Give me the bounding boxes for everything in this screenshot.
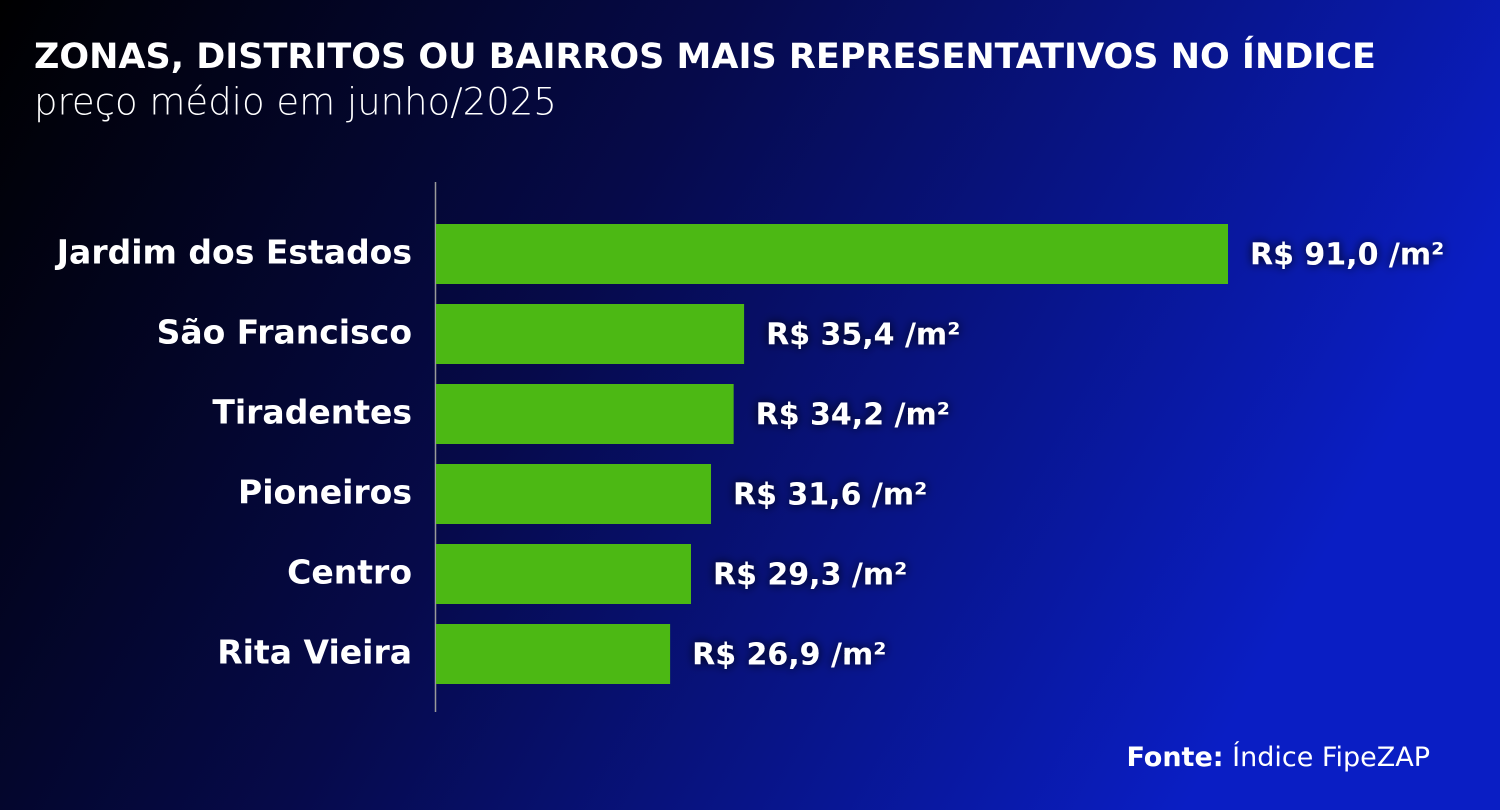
bar	[436, 384, 734, 444]
chart-title: ZONAS, DISTRITOS OU BAIRROS MAIS REPRESE…	[34, 35, 1376, 77]
bar	[436, 464, 712, 524]
category-label: Centro	[287, 553, 412, 592]
value-label: R$ 29,3 /m²	[713, 558, 907, 593]
value-label: R$ 91,0 /m²	[1250, 238, 1444, 273]
category-label: Jardim dos Estados	[55, 233, 412, 272]
chart-subtitle: preço médio em junho/2025	[34, 81, 557, 124]
value-label: R$ 35,4 /m²	[766, 318, 960, 353]
category-label: São Francisco	[157, 313, 412, 352]
bar	[436, 304, 745, 364]
value-label: R$ 34,2 /m²	[756, 398, 950, 433]
category-label: Tiradentes	[212, 393, 412, 432]
category-label: Pioneiros	[238, 473, 412, 512]
bar	[436, 624, 671, 684]
bar	[436, 544, 692, 604]
category-label: Rita Vieira	[217, 633, 412, 672]
bar	[436, 224, 1228, 284]
source-text: Índice FipeZAP	[1232, 741, 1430, 773]
source: Fonte: Índice FipeZAP	[1126, 741, 1430, 773]
value-label: R$ 26,9 /m²	[692, 638, 886, 673]
source-label: Fonte:	[1126, 742, 1223, 773]
value-label: R$ 31,6 /m²	[733, 478, 927, 513]
